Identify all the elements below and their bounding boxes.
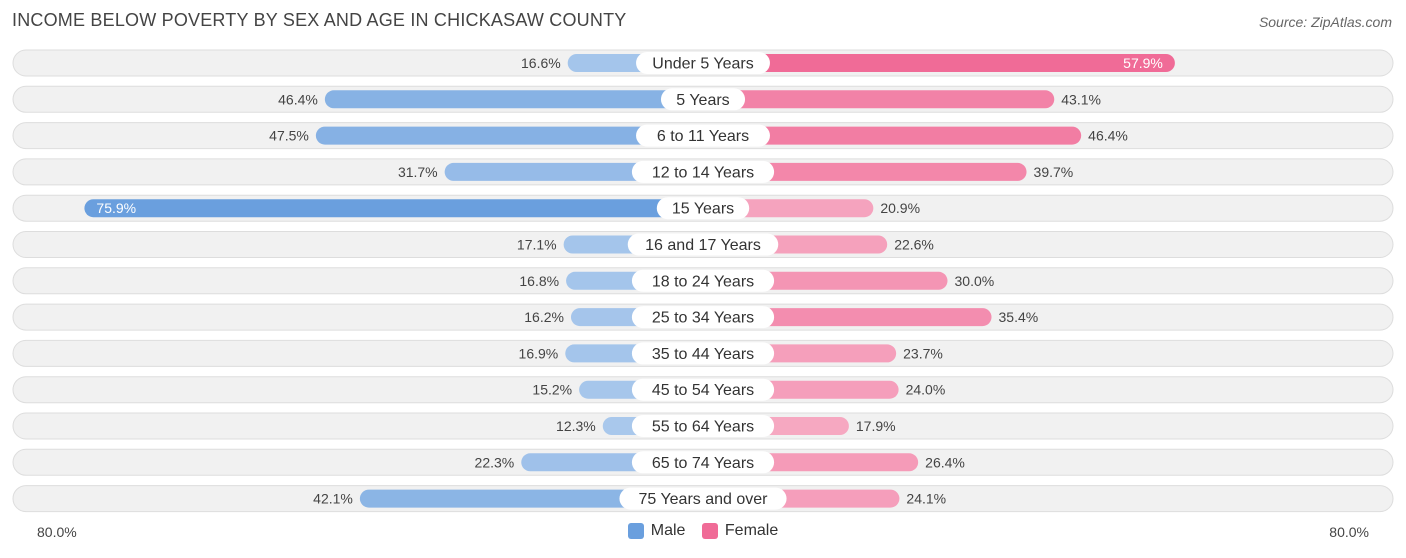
category-pill xyxy=(631,306,775,329)
category-label: 15 Years xyxy=(672,201,734,218)
source-label: Source: ZipAtlas.com xyxy=(1258,14,1392,30)
category-pill xyxy=(631,451,775,474)
legend-label-female: Female xyxy=(724,522,779,539)
category-label: 65 to 74 Years xyxy=(652,455,754,472)
male-value-label: 31.7% xyxy=(398,164,438,180)
category-label: 5 Years xyxy=(676,92,729,109)
category-pill xyxy=(631,269,775,292)
female-value-label: 35.4% xyxy=(999,309,1039,325)
axis-left-label: 80.0% xyxy=(37,524,77,540)
legend-item-female: Female xyxy=(701,522,779,540)
legend-item-male: Male xyxy=(627,522,686,540)
category-label: 12 to 14 Years xyxy=(652,164,754,181)
female-value-label: 24.0% xyxy=(906,382,946,398)
female-bar xyxy=(703,54,1175,72)
category-label: 25 to 34 Years xyxy=(652,310,754,327)
category-pill xyxy=(631,160,775,183)
female-value-label: 39.7% xyxy=(1034,164,1074,180)
male-value-label: 17.1% xyxy=(517,237,557,253)
category-label: 75 Years and over xyxy=(639,491,769,508)
axis-right-label: 80.0% xyxy=(1329,524,1369,540)
female-value-label: 24.1% xyxy=(906,491,946,507)
male-bar xyxy=(324,90,703,109)
male-value-label: 16.2% xyxy=(524,309,564,325)
male-value-label: 16.9% xyxy=(519,345,559,361)
female-value-label: 57.9% xyxy=(1123,55,1163,71)
male-bar xyxy=(315,126,703,145)
female-value-label: 30.0% xyxy=(955,273,995,289)
male-value-label: 12.3% xyxy=(556,418,596,434)
category-pill xyxy=(619,487,787,510)
category-pill xyxy=(636,124,770,147)
female-bar xyxy=(703,308,992,327)
male-bar xyxy=(359,489,703,508)
category-label: 6 to 11 Years xyxy=(657,128,749,145)
male-value-label: 16.8% xyxy=(519,273,559,289)
female-bar xyxy=(703,126,1082,145)
male-value-label: 16.6% xyxy=(521,55,561,71)
female-bar xyxy=(703,162,1027,181)
chart-title: INCOME BELOW POVERTY BY SEX AND AGE IN C… xyxy=(12,10,627,30)
category-pill xyxy=(631,342,775,365)
legend-swatch-female xyxy=(701,523,718,539)
category-label: Under 5 Years xyxy=(652,56,753,73)
category-label: 45 to 54 Years xyxy=(652,382,754,399)
male-bar xyxy=(84,199,704,218)
female-bar xyxy=(703,90,1055,109)
male-value-label: 47.5% xyxy=(269,128,309,144)
female-value-label: 20.9% xyxy=(880,200,920,216)
category-pill xyxy=(631,378,775,401)
male-value-label: 42.1% xyxy=(313,491,353,507)
legend-label-male: Male xyxy=(650,522,686,539)
category-pill xyxy=(656,197,750,220)
female-value-label: 26.4% xyxy=(925,454,965,470)
female-value-label: 17.9% xyxy=(856,418,896,434)
female-value-label: 43.1% xyxy=(1061,91,1101,107)
category-label: 55 to 64 Years xyxy=(652,419,754,436)
female-value-label: 46.4% xyxy=(1088,128,1128,144)
legend-swatch-male xyxy=(627,523,644,539)
female-value-label: 22.6% xyxy=(894,237,934,253)
category-label: 35 to 44 Years xyxy=(652,346,754,363)
category-pill xyxy=(631,415,775,437)
female-value-label: 23.7% xyxy=(903,345,943,361)
category-label: 18 to 24 Years xyxy=(652,273,754,290)
category-pill xyxy=(636,52,770,74)
male-value-label: 75.9% xyxy=(96,200,136,216)
male-value-label: 46.4% xyxy=(278,91,318,107)
legend: Male Female xyxy=(0,522,1406,544)
male-value-label: 15.2% xyxy=(532,382,572,398)
male-value-label: 22.3% xyxy=(475,454,515,470)
category-label: 16 and 17 Years xyxy=(645,237,761,254)
category-pill xyxy=(627,233,779,256)
chart-canvas: 16.6% 57.9% Under 5 Years 46.4% 43.1% 5 Years… xyxy=(12,49,1394,513)
category-pill xyxy=(660,88,746,111)
